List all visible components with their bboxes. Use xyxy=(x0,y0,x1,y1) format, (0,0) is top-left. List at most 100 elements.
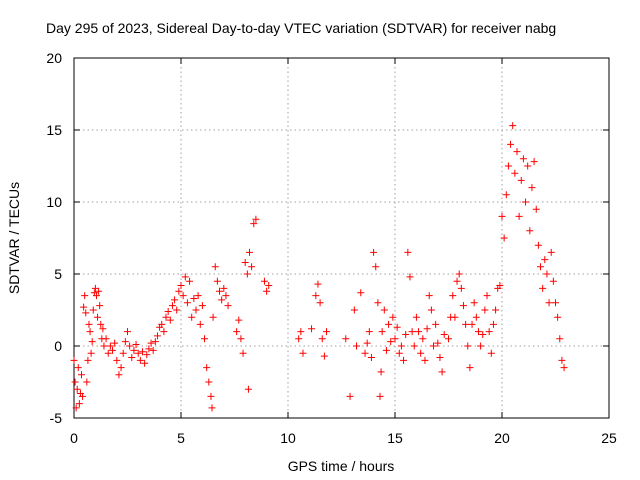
data-point xyxy=(100,342,108,350)
data-point xyxy=(190,294,198,302)
data-point xyxy=(481,306,489,314)
data-point xyxy=(235,316,243,324)
data-point xyxy=(367,354,375,362)
data-point xyxy=(498,212,506,220)
data-point xyxy=(549,277,557,285)
data-point xyxy=(519,155,527,163)
data-point xyxy=(75,400,83,408)
data-point xyxy=(299,349,307,357)
data-point xyxy=(263,287,271,295)
data-point xyxy=(241,258,249,266)
data-point xyxy=(113,356,121,364)
data-point xyxy=(513,148,521,156)
data-point xyxy=(451,313,459,321)
data-point xyxy=(81,292,89,300)
data-point xyxy=(472,313,480,321)
data-point xyxy=(83,378,91,386)
data-point xyxy=(397,342,405,350)
data-point xyxy=(370,248,378,256)
data-point xyxy=(138,348,146,356)
data-point xyxy=(250,220,258,228)
data-point xyxy=(470,299,478,307)
data-point xyxy=(430,342,438,350)
x-tick-label: 0 xyxy=(70,430,78,446)
data-point xyxy=(87,349,95,357)
data-point xyxy=(552,299,559,307)
data-point xyxy=(434,339,442,347)
data-point xyxy=(410,342,418,350)
data-point xyxy=(73,385,81,393)
data-point xyxy=(117,364,125,372)
data-point xyxy=(547,248,555,256)
data-point xyxy=(237,335,245,343)
data-points xyxy=(70,122,568,412)
data-point xyxy=(361,349,369,357)
data-point xyxy=(224,302,232,310)
data-point xyxy=(162,313,170,321)
data-point xyxy=(153,332,161,340)
data-point xyxy=(365,328,373,336)
data-point xyxy=(530,158,538,166)
data-point xyxy=(132,341,140,349)
data-point xyxy=(517,176,525,184)
data-point xyxy=(92,292,100,300)
axis-ticks: 0 5 10 15 20 25 -5 0 5 10 15 20 xyxy=(46,50,617,446)
data-point xyxy=(380,306,388,314)
data-point xyxy=(198,302,206,310)
data-point xyxy=(244,385,252,393)
data-point xyxy=(528,184,536,192)
data-point xyxy=(412,313,420,321)
data-point xyxy=(109,346,117,354)
data-point xyxy=(308,325,316,333)
y-tick-label: 15 xyxy=(46,122,62,138)
data-point xyxy=(374,299,382,307)
data-point xyxy=(181,273,189,281)
data-point xyxy=(239,349,247,357)
data-point xyxy=(121,338,129,346)
data-point xyxy=(346,392,354,400)
data-point xyxy=(314,280,322,288)
data-point xyxy=(487,349,495,357)
data-point xyxy=(128,354,136,362)
data-point xyxy=(507,140,515,148)
chart-title: Day 295 of 2023, Sidereal Day-to-day VTE… xyxy=(46,20,556,36)
data-point xyxy=(295,335,303,343)
data-point xyxy=(171,296,179,304)
data-point xyxy=(252,215,260,223)
data-point xyxy=(158,320,166,328)
data-point xyxy=(464,342,472,350)
data-point xyxy=(382,346,390,354)
data-point xyxy=(419,335,427,343)
data-point xyxy=(556,335,564,343)
data-point xyxy=(188,313,196,321)
data-point xyxy=(377,368,385,376)
data-point xyxy=(175,287,183,295)
data-point xyxy=(389,313,397,321)
data-point xyxy=(222,292,230,300)
data-point xyxy=(82,309,90,317)
data-point xyxy=(466,364,474,372)
data-point xyxy=(74,364,82,372)
x-axis-label: GPS time / hours xyxy=(288,458,395,474)
data-point xyxy=(421,356,429,364)
data-point xyxy=(209,313,217,321)
data-point xyxy=(492,306,500,314)
y-tick-label: 10 xyxy=(46,194,62,210)
data-point xyxy=(387,338,395,346)
data-point xyxy=(432,320,440,328)
data-point xyxy=(245,248,253,256)
data-point xyxy=(534,241,542,249)
x-tick-label: 20 xyxy=(494,430,510,446)
data-point xyxy=(143,351,151,359)
y-tick-label: 5 xyxy=(54,266,62,282)
data-point xyxy=(524,162,532,170)
data-point xyxy=(147,339,155,347)
data-point xyxy=(376,392,384,400)
data-point xyxy=(504,162,512,170)
data-point xyxy=(70,356,78,364)
data-point xyxy=(220,284,228,292)
data-point xyxy=(173,306,181,314)
data-point xyxy=(400,356,408,364)
data-point xyxy=(183,299,191,307)
data-point xyxy=(111,339,119,347)
